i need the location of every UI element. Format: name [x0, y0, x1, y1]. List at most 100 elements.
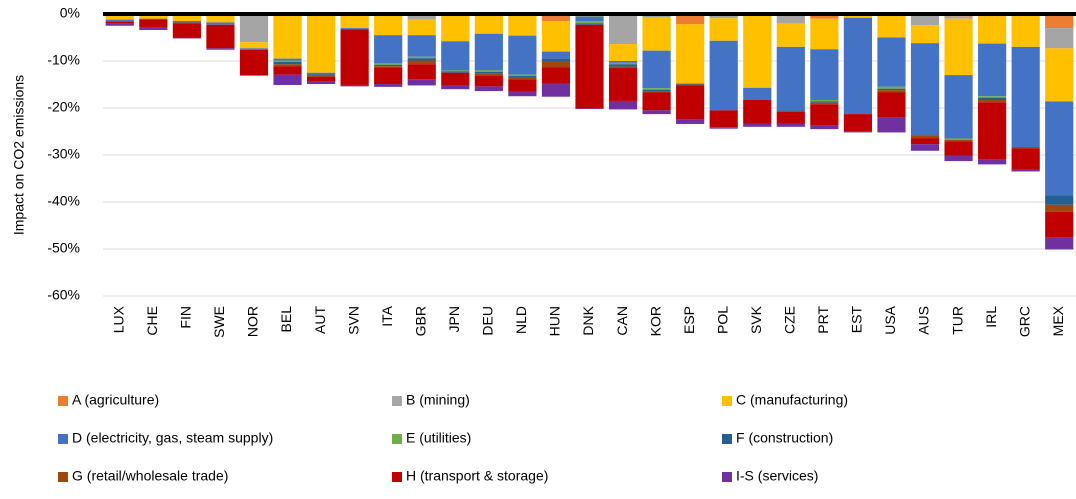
bar-segment	[575, 16, 604, 22]
bar-segment	[810, 102, 839, 105]
bar-segment	[910, 144, 940, 151]
bar-segment	[541, 51, 571, 59]
x-tick-label: SWE	[211, 306, 227, 338]
bar-segment	[776, 46, 805, 111]
bar-segment	[441, 41, 470, 71]
bar-segment	[474, 14, 503, 34]
bar-segment	[1011, 148, 1040, 170]
legend-label: I-S (services)	[736, 468, 818, 484]
bar-segment	[608, 100, 638, 110]
bar-segment	[105, 23, 134, 26]
bar-segment	[273, 14, 302, 59]
bar-segment	[910, 138, 940, 145]
bar-segment	[1045, 101, 1074, 196]
legend-label: A (agriculture)	[72, 392, 159, 408]
bar-segment	[978, 97, 1007, 101]
x-tick-label: GRC	[1016, 306, 1032, 337]
bar-segment	[575, 21, 604, 24]
bar-segment	[407, 79, 436, 86]
bar-segment	[407, 14, 436, 20]
bar-segment	[508, 91, 537, 97]
bar-segment	[306, 74, 336, 76]
bar-segment	[1011, 14, 1040, 47]
bar-segment	[575, 23, 604, 25]
bar-segment	[306, 81, 336, 85]
bar-segment	[172, 23, 201, 38]
bar-segment	[441, 71, 470, 73]
bar-segment	[172, 22, 201, 24]
bar-segment	[676, 83, 705, 85]
bar-segment	[1011, 169, 1040, 172]
bar-segment	[810, 100, 839, 102]
bar-segment	[709, 18, 738, 41]
x-tick-label: HUN	[547, 306, 563, 336]
bar-segment	[810, 101, 839, 103]
bar-segment	[843, 17, 873, 115]
x-tick-label: AUT	[312, 306, 328, 334]
bar-segment	[340, 29, 369, 85]
bar-segment	[172, 15, 201, 22]
bar-segment	[642, 88, 671, 90]
x-tick-label: GBR	[412, 306, 428, 336]
bar-segment	[407, 35, 436, 57]
bar-segment	[508, 79, 537, 92]
bar-segment	[474, 70, 503, 72]
bar-segment	[1045, 204, 1074, 212]
bar-segment	[776, 14, 805, 24]
bar-segment	[508, 77, 537, 80]
bar-segment	[575, 24, 604, 109]
x-tick-label: LUX	[110, 305, 126, 333]
bar-segment	[944, 75, 973, 139]
bar-segment	[877, 117, 906, 133]
y-tick-label: -50%	[47, 240, 80, 256]
bar-segment	[944, 18, 973, 76]
bar-segment	[743, 123, 772, 127]
bar-segment	[139, 27, 168, 30]
x-tick-label: PRT	[815, 306, 831, 334]
bar-segment	[743, 100, 772, 124]
legend-label: D (electricity, gas, steam supply)	[72, 430, 273, 446]
x-tick-label: NLD	[513, 306, 529, 334]
bar-segment	[541, 67, 571, 84]
x-tick-label: KOR	[647, 306, 663, 336]
bar-segment	[474, 73, 503, 77]
bar-segment	[743, 14, 772, 88]
bar-segment	[206, 22, 235, 25]
bar-segment	[273, 60, 302, 62]
bar-segment	[877, 92, 906, 118]
y-tick-label: -10%	[47, 52, 80, 68]
bar-segment	[374, 63, 403, 65]
bar-segment	[776, 23, 805, 47]
bar-segment	[239, 48, 269, 50]
bar-segment	[273, 66, 302, 75]
bar-segment	[978, 100, 1007, 103]
legend-swatch	[58, 472, 68, 482]
bar-segment	[1045, 195, 1074, 205]
x-tick-label: DEU	[480, 306, 496, 336]
bar-segment	[441, 85, 470, 90]
x-tick-label: AUS	[916, 306, 932, 335]
x-tick-label: ESP	[681, 306, 697, 334]
bar-segment	[910, 43, 940, 135]
bar-segment	[978, 96, 1007, 98]
legend-swatch	[392, 472, 402, 482]
x-tick-label: EST	[849, 306, 865, 334]
bar-segment	[910, 14, 940, 26]
bar-segment	[474, 33, 503, 71]
x-tick-label: TUR	[949, 306, 965, 335]
bar-segment	[1045, 28, 1074, 49]
bar-segment	[474, 71, 503, 74]
bar-segment	[709, 110, 738, 128]
bar-segment	[139, 15, 168, 19]
bar-segment	[374, 67, 403, 85]
x-tick-label: IRL	[983, 306, 999, 328]
bar-segment	[608, 14, 638, 45]
bar-segment	[239, 49, 269, 76]
legend-label: B (mining)	[406, 392, 470, 408]
bar-segment	[239, 14, 269, 43]
bar-segment	[810, 104, 839, 126]
legend-label: G (retail/wholesale trade)	[72, 468, 228, 484]
bar-segment	[877, 90, 906, 93]
bar-segment	[608, 44, 638, 61]
